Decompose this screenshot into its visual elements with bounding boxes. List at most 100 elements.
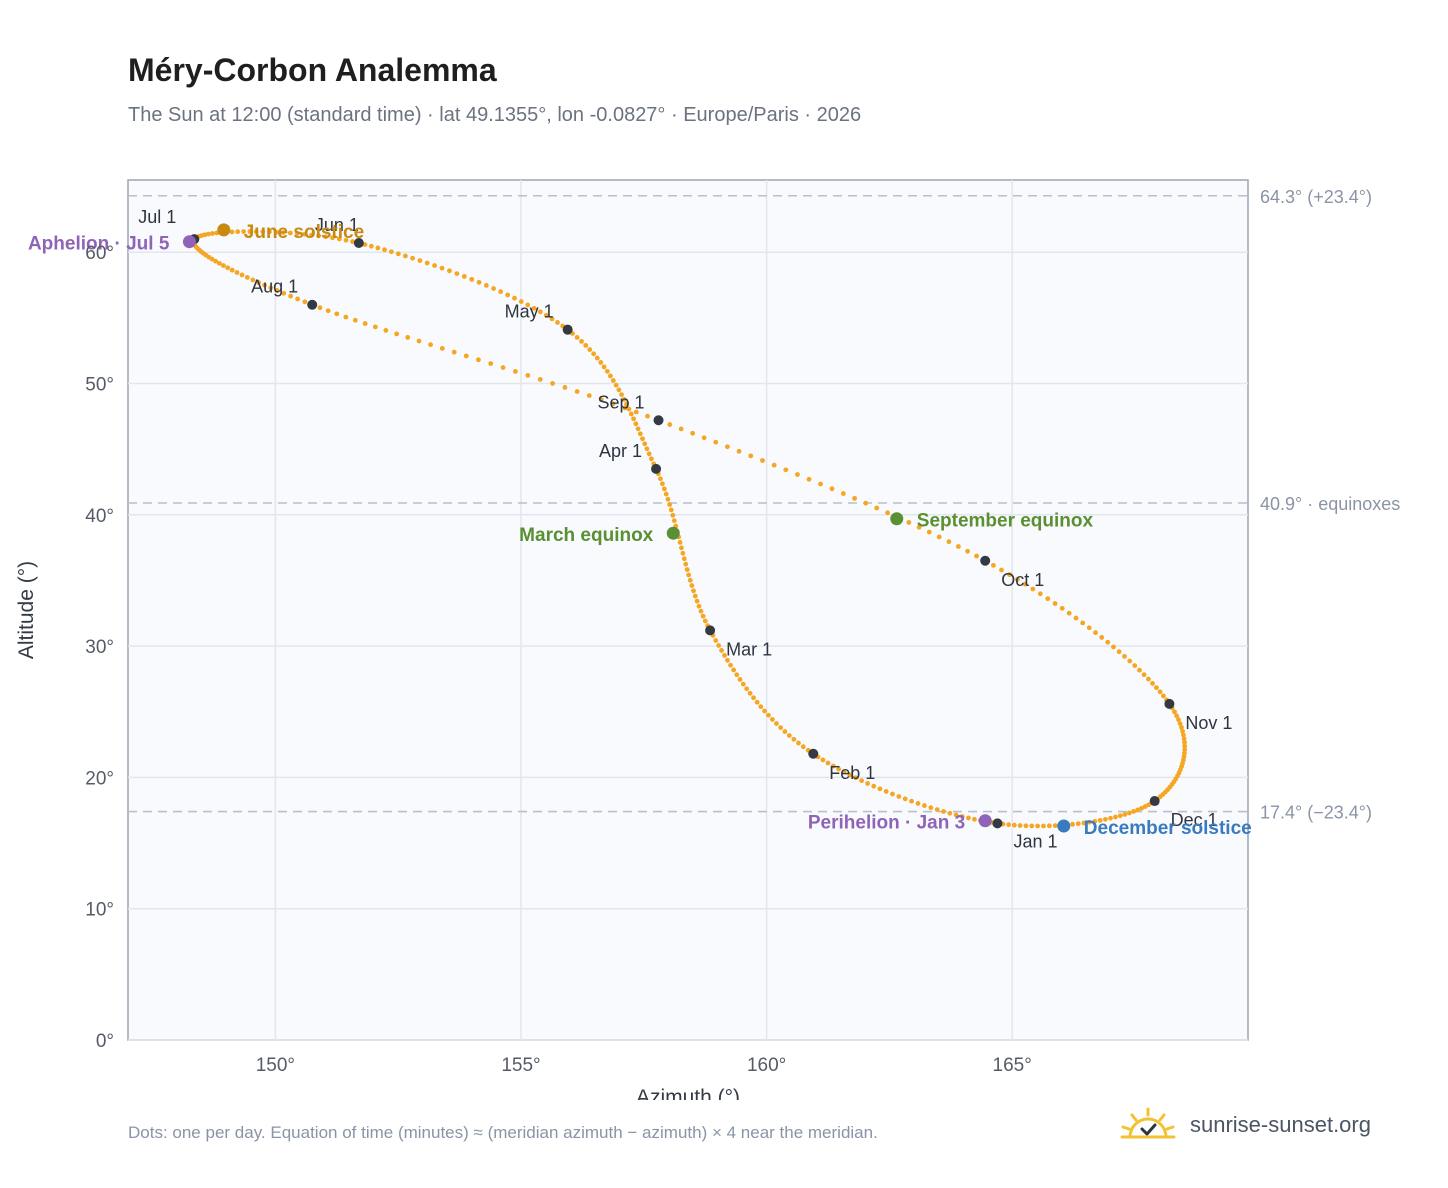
daily-sun-dot [760,458,765,463]
daily-sun-dot [247,229,253,234]
daily-sun-dot [782,729,788,734]
daily-sun-dot [915,801,921,806]
daily-sun-dot [1131,809,1137,814]
brand[interactable]: sunrise-sunset.org [1120,1102,1371,1148]
daily-sun-dot [1075,821,1081,827]
daily-sun-dot [368,243,374,249]
daily-sun-dot [469,276,475,282]
daily-sun-dot [689,583,695,588]
daily-sun-dot [885,510,890,516]
daily-sun-dot [841,769,847,775]
daily-sun-dot [330,235,335,241]
daily-sun-dot [934,807,940,813]
daily-sun-dot [762,708,767,714]
daily-sun-dot [896,794,902,799]
month-marker-label: Feb 1 [829,763,875,783]
daily-sun-dot [786,733,792,738]
daily-sun-dot [260,229,266,235]
daily-sun-dot [671,518,677,524]
daily-sun-dot [210,231,215,236]
footnote: Dots: one per day. Equation of time (min… [128,1123,878,1142]
daily-sun-dot [1093,630,1098,636]
month-marker-dot [562,324,573,335]
daily-sun-dot [694,598,700,604]
daily-sun-dot [716,643,722,648]
brand-name: sunrise-sunset.org [1190,1112,1371,1137]
daily-sun-dot [229,229,235,235]
daily-sun-dot [1006,822,1012,828]
daily-sun-dot [463,353,469,359]
daily-sun-dot [1157,689,1163,695]
daily-sun-dot [574,389,580,394]
sun-logo-icon [1120,1107,1176,1139]
daily-sun-dot [1046,823,1052,829]
daily-sun-dot [626,406,632,412]
daily-sun-dot [734,672,740,678]
daily-sun-dot [1035,823,1041,829]
x-tick-label: 150° [256,1055,295,1076]
daily-sun-dot [350,239,355,244]
daily-sun-dot [736,448,742,454]
month-marker-label: Dec 1 [1171,810,1218,830]
daily-sun-dot [317,305,323,311]
daily-sun-dot [1181,736,1187,742]
event-marker-dot [217,223,231,237]
daily-sun-dot [461,274,467,279]
daily-sun-dot [1182,743,1188,749]
daily-sun-dot [550,381,555,386]
daily-sun-dot [1132,663,1138,669]
daily-sun-dot [1116,649,1122,655]
daily-sun-dot [229,267,235,273]
daily-sun-dot [403,253,408,259]
daily-sun-dot [649,456,654,462]
daily-sun-dot [234,270,240,275]
daily-sun-dot [610,401,616,407]
daily-sun-dot [476,357,481,363]
daily-sun-dot [1066,610,1072,616]
daily-sun-dot [239,272,245,278]
daily-sun-dot [700,613,706,619]
daily-sun-dot [1139,805,1144,811]
daily-sun-dot [818,481,823,487]
daily-sun-dot [747,690,753,696]
daily-sun-dot [947,810,953,816]
daily-sun-dot [633,409,639,415]
month-marker-label: Jun 1 [315,215,359,235]
event-marker-label: September equinox [917,511,1094,532]
daily-sun-dot [990,562,996,568]
daily-sun-dot [273,229,279,235]
daily-sun-dot [619,392,624,397]
daily-sun-dot [395,251,401,257]
daily-sun-dot [684,567,690,572]
daily-sun-dot [287,230,293,236]
daily-sun-dot [388,249,394,255]
daily-sun-dot [216,260,222,266]
daily-sun-dot [1181,732,1186,738]
daily-sun-dot [525,373,531,378]
daily-sun-dot [965,548,970,554]
x-tick-label: 155° [501,1055,540,1076]
daily-sun-dot [1142,804,1148,809]
daily-sun-dot [691,588,696,594]
daily-sun-dot [1126,810,1132,816]
daily-sun-dot [874,505,880,511]
x-tick-label: 165° [993,1055,1032,1076]
daily-sun-dot [774,721,779,726]
month-marker-dot [705,625,716,636]
event-marker-dot [1057,819,1071,833]
daily-sun-dot [883,789,889,794]
daily-sun-dot [410,255,415,261]
daily-sun-dot [865,781,871,786]
daily-sun-dot [1176,717,1181,723]
daily-sun-dot [1081,820,1087,826]
y-tick-label: 10° [85,900,114,921]
daily-sun-dot [601,364,607,370]
month-marker-label: Mar 1 [726,639,772,659]
daily-sun-dot [926,529,932,535]
event-marker-label: March equinox [519,525,654,546]
daily-sun-dot [748,453,754,459]
daily-sun-dot [820,757,826,763]
daily-sun-dot [500,365,506,370]
daily-sun-dot [288,293,293,299]
daily-sun-dot [439,345,445,351]
